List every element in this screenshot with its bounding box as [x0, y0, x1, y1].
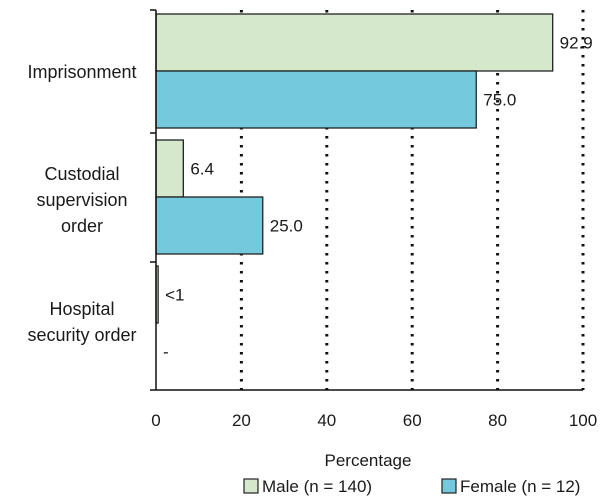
legend-swatch-1 [441, 478, 457, 494]
x-tick-label-80: 80 [488, 411, 507, 430]
legend-label-1: Female (n = 12) [460, 477, 580, 496]
category-label-0-line-0: Imprisonment [27, 62, 136, 82]
bar-series0-cat1 [155, 139, 184, 198]
x-tick-label-40: 40 [317, 411, 336, 430]
bar-series0-cat0 [155, 13, 554, 72]
data-label-series0-cat1: 6.4 [190, 160, 214, 179]
labels: 92.9 6.4 <1 75.0 25.0 - 0 20 40 60 80 100 Imprisonme… [27, 34, 597, 431]
axes [150, 9, 583, 391]
x-tick-label-100: 100 [569, 411, 597, 430]
category-label-1-line-0: Custodial [44, 164, 119, 184]
x-tick-label-60: 60 [403, 411, 422, 430]
bar-series1-cat1 [155, 196, 264, 255]
data-label-series0-cat0: 92.9 [560, 34, 593, 53]
data-label-series1-cat1: 25.0 [270, 217, 303, 236]
x-tick-label-20: 20 [232, 411, 251, 430]
x-tick-label-0: 0 [151, 411, 160, 430]
legend-swatch-0 [243, 478, 259, 494]
x-axis-title: Percentage [325, 451, 412, 470]
data-label-series1-cat2: - [163, 343, 169, 362]
legend: Male (n = 140) Female (n = 12) [243, 477, 580, 496]
category-label-2-line-0: Hospital [49, 299, 114, 319]
bars [155, 13, 554, 324]
data-label-series1-cat0: 75.0 [483, 91, 516, 110]
category-label-1-line-1: supervision [36, 190, 127, 210]
category-label-2-line-1: security order [27, 325, 136, 345]
legend-label-0: Male (n = 140) [262, 477, 372, 496]
data-label-series0-cat2: <1 [165, 286, 184, 305]
category-label-1-line-2: order [61, 216, 103, 236]
bar-series1-cat0 [155, 70, 477, 129]
